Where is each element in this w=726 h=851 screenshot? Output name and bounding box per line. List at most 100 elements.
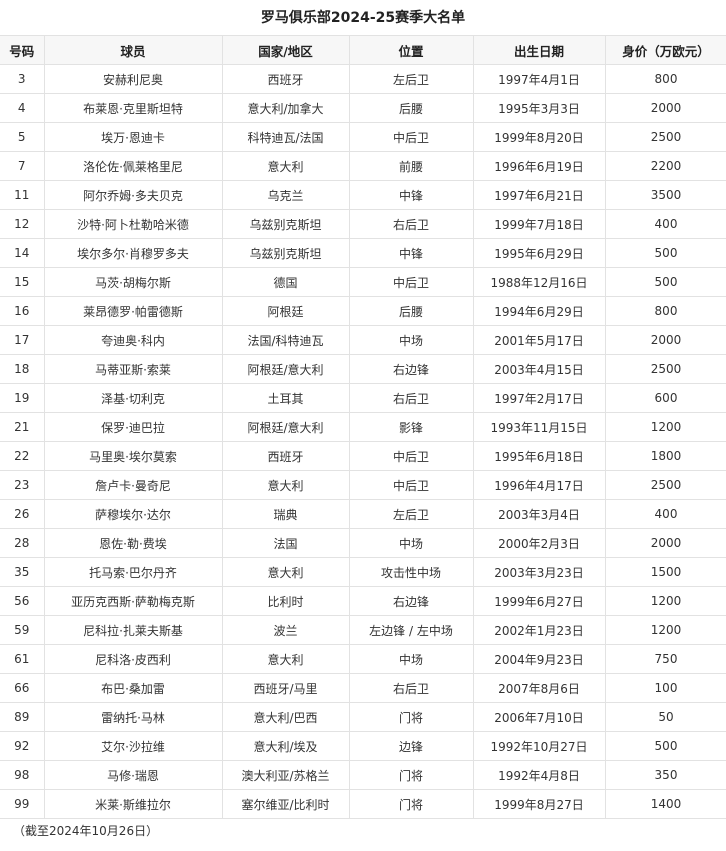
cell-birthdate: 1996年6月19日 bbox=[472, 151, 606, 181]
cell-position: 前腰 bbox=[348, 151, 474, 181]
cell-position: 右边锋 bbox=[348, 586, 474, 616]
cell-position: 中锋 bbox=[348, 238, 474, 268]
cell-number: 23 bbox=[0, 470, 45, 500]
cell-number: 3 bbox=[0, 64, 45, 94]
cell-number: 7 bbox=[0, 151, 45, 181]
cell-player: 夸迪奥·科内 bbox=[43, 325, 223, 355]
cell-position: 边锋 bbox=[348, 731, 474, 761]
cell-country: 意大利/巴西 bbox=[221, 702, 350, 732]
cell-player: 米莱·斯维拉尔 bbox=[43, 789, 223, 819]
cell-market-value: 750 bbox=[604, 644, 726, 674]
cell-market-value: 1200 bbox=[604, 412, 726, 442]
table-row: 5 埃万·恩迪卡 科特迪瓦/法国 中后卫 1999年8月20日 2500 bbox=[0, 122, 726, 152]
cell-player: 布莱恩·克里斯坦特 bbox=[43, 93, 223, 123]
cell-number: 35 bbox=[0, 557, 45, 587]
cell-market-value: 1400 bbox=[604, 789, 726, 819]
cell-player: 泽基·切利克 bbox=[43, 383, 223, 413]
table-row: 61 尼科洛·皮西利 意大利 中场 2004年9月23日 750 bbox=[0, 644, 726, 674]
cell-position: 左后卫 bbox=[348, 499, 474, 529]
cell-birthdate: 1999年8月27日 bbox=[472, 789, 606, 819]
cell-birthdate: 2003年4月15日 bbox=[472, 354, 606, 384]
cell-country: 阿根廷/意大利 bbox=[221, 354, 350, 384]
cell-country: 西班牙/马里 bbox=[221, 673, 350, 703]
cell-position: 中场 bbox=[348, 644, 474, 674]
cell-market-value: 2500 bbox=[604, 122, 726, 152]
column-header-birthdate: 出生日期 bbox=[472, 35, 606, 65]
cell-number: 59 bbox=[0, 615, 45, 645]
cell-player: 布巴·桑加雷 bbox=[43, 673, 223, 703]
cell-market-value: 2000 bbox=[604, 93, 726, 123]
table-row: 3 安赫利尼奥 西班牙 左后卫 1997年4月1日 800 bbox=[0, 64, 726, 94]
cell-birthdate: 2002年1月23日 bbox=[472, 615, 606, 645]
cell-position: 右后卫 bbox=[348, 209, 474, 239]
cell-player: 阿尔乔姆·多夫贝克 bbox=[43, 180, 223, 210]
cell-market-value: 350 bbox=[604, 760, 726, 790]
cell-player: 马修·瑞恩 bbox=[43, 760, 223, 790]
cell-country: 意大利/加拿大 bbox=[221, 93, 350, 123]
cell-position: 门将 bbox=[348, 789, 474, 819]
table-row: 21 保罗·迪巴拉 阿根廷/意大利 影锋 1993年11月15日 1200 bbox=[0, 412, 726, 442]
table-row: 4 布莱恩·克里斯坦特 意大利/加拿大 后腰 1995年3月3日 2000 bbox=[0, 93, 726, 123]
cell-number: 5 bbox=[0, 122, 45, 152]
cell-market-value: 3500 bbox=[604, 180, 726, 210]
cell-player: 安赫利尼奥 bbox=[43, 64, 223, 94]
cell-country: 乌兹别克斯坦 bbox=[221, 209, 350, 239]
table-row: 35 托马索·巴尔丹齐 意大利 攻击性中场 2003年3月23日 1500 bbox=[0, 557, 726, 587]
cell-number: 26 bbox=[0, 499, 45, 529]
table-row: 12 沙特·阿卜杜勒哈米德 乌兹别克斯坦 右后卫 1999年7月18日 400 bbox=[0, 209, 726, 239]
cell-player: 洛伦佐·佩莱格里尼 bbox=[43, 151, 223, 181]
table-row: 23 詹卢卡·曼奇尼 意大利 中后卫 1996年4月17日 2500 bbox=[0, 470, 726, 500]
cell-number: 99 bbox=[0, 789, 45, 819]
cell-position: 中场 bbox=[348, 325, 474, 355]
cell-birthdate: 2006年7月10日 bbox=[472, 702, 606, 732]
cell-position: 中锋 bbox=[348, 180, 474, 210]
cell-birthdate: 1999年7月18日 bbox=[472, 209, 606, 239]
cell-birthdate: 2007年8月6日 bbox=[472, 673, 606, 703]
cell-market-value: 1800 bbox=[604, 441, 726, 471]
cell-market-value: 1200 bbox=[604, 615, 726, 645]
cell-player: 雷纳托·马林 bbox=[43, 702, 223, 732]
cell-player: 詹卢卡·曼奇尼 bbox=[43, 470, 223, 500]
cell-player: 马茨·胡梅尔斯 bbox=[43, 267, 223, 297]
table-row: 56 亚历克西斯·萨勒梅克斯 比利时 右边锋 1999年6月27日 1200 bbox=[0, 586, 726, 616]
table-row: 18 马蒂亚斯·索莱 阿根廷/意大利 右边锋 2003年4月15日 2500 bbox=[0, 354, 726, 384]
cell-birthdate: 1993年11月15日 bbox=[472, 412, 606, 442]
cell-birthdate: 1988年12月16日 bbox=[472, 267, 606, 297]
column-header-player: 球员 bbox=[43, 35, 223, 65]
cell-country: 西班牙 bbox=[221, 441, 350, 471]
cell-player: 保罗·迪巴拉 bbox=[43, 412, 223, 442]
cell-market-value: 400 bbox=[604, 499, 726, 529]
table-row: 16 莱昂德罗·帕雷德斯 阿根廷 后腰 1994年6月29日 800 bbox=[0, 296, 726, 326]
cell-birthdate: 1992年10月27日 bbox=[472, 731, 606, 761]
cell-number: 61 bbox=[0, 644, 45, 674]
cell-market-value: 500 bbox=[604, 731, 726, 761]
table-header-row: 号码 球员 国家/地区 位置 出生日期 身价（万欧元） bbox=[0, 35, 726, 65]
cell-player: 埃万·恩迪卡 bbox=[43, 122, 223, 152]
cell-country: 科特迪瓦/法国 bbox=[221, 122, 350, 152]
cell-player: 萨穆埃尔·达尔 bbox=[43, 499, 223, 529]
table-row: 7 洛伦佐·佩莱格里尼 意大利 前腰 1996年6月19日 2200 bbox=[0, 151, 726, 181]
cell-country: 法国 bbox=[221, 528, 350, 558]
cell-country: 波兰 bbox=[221, 615, 350, 645]
table-row: 59 尼科拉·扎莱夫斯基 波兰 左边锋 / 左中场 2002年1月23日 1200 bbox=[0, 615, 726, 645]
table-row: 17 夸迪奥·科内 法国/科特迪瓦 中场 2001年5月17日 2000 bbox=[0, 325, 726, 355]
cell-position: 右边锋 bbox=[348, 354, 474, 384]
cell-player: 恩佐·勒·费埃 bbox=[43, 528, 223, 558]
cell-birthdate: 1994年6月29日 bbox=[472, 296, 606, 326]
cell-country: 意大利 bbox=[221, 557, 350, 587]
table-row: 22 马里奥·埃尔莫索 西班牙 中后卫 1995年6月18日 1800 bbox=[0, 441, 726, 471]
cell-market-value: 800 bbox=[604, 64, 726, 94]
cell-country: 意大利 bbox=[221, 470, 350, 500]
cell-number: 92 bbox=[0, 731, 45, 761]
cell-player: 沙特·阿卜杜勒哈米德 bbox=[43, 209, 223, 239]
cell-market-value: 2500 bbox=[604, 354, 726, 384]
cell-player: 亚历克西斯·萨勒梅克斯 bbox=[43, 586, 223, 616]
cell-birthdate: 1997年4月1日 bbox=[472, 64, 606, 94]
cell-player: 尼科拉·扎莱夫斯基 bbox=[43, 615, 223, 645]
cell-player: 马蒂亚斯·索莱 bbox=[43, 354, 223, 384]
cell-birthdate: 1999年6月27日 bbox=[472, 586, 606, 616]
cell-country: 德国 bbox=[221, 267, 350, 297]
cell-position: 左后卫 bbox=[348, 64, 474, 94]
table-row: 28 恩佐·勒·费埃 法国 中场 2000年2月3日 2000 bbox=[0, 528, 726, 558]
cell-birthdate: 1992年4月8日 bbox=[472, 760, 606, 790]
